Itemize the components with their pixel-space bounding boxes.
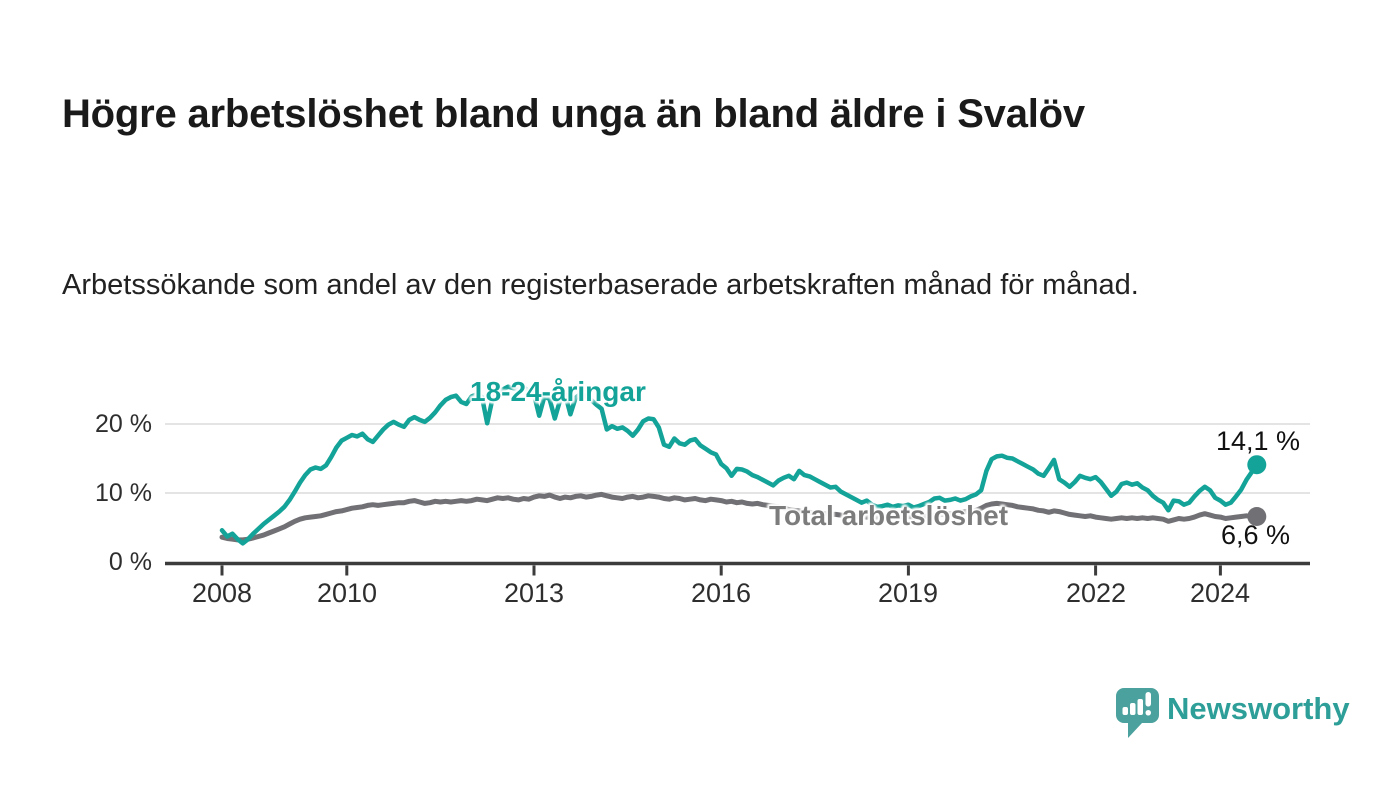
page-title: Högre arbetslöshet bland unga än bland ä… bbox=[62, 91, 1085, 136]
x-axis-tick-2019: 2019 bbox=[877, 578, 939, 608]
series-label-total: Total arbetslöshet bbox=[769, 500, 1009, 531]
x-axis-tick-2022: 2022 bbox=[1065, 578, 1127, 608]
y-axis-tick-10: 10 % bbox=[95, 479, 152, 507]
brand-name: Newsworthy bbox=[1167, 691, 1350, 726]
x-axis-tick-2013: 2013 bbox=[503, 578, 565, 608]
chart-subtitle: Arbetssökande som andel av den registerb… bbox=[62, 269, 1139, 301]
x-axis-tick-2024: 2024 bbox=[1189, 578, 1251, 608]
x-axis-tick-2010: 2010 bbox=[316, 578, 378, 608]
bar-chart-speech-bubble-icon bbox=[1116, 688, 1159, 738]
x-axis-tick-2008: 2008 bbox=[191, 578, 253, 608]
y-axis-tick-20: 20 % bbox=[95, 410, 152, 438]
x-axis-tick-2016: 2016 bbox=[690, 578, 752, 608]
series-label-youth: 18-24-åringar bbox=[470, 376, 646, 407]
newsworthy-logo: Newsworthy bbox=[1114, 686, 1350, 744]
end-value-label-total: 6,6 % bbox=[1220, 520, 1290, 550]
y-axis-tick-0: 0 % bbox=[108, 548, 152, 576]
end-value-label-youth: 14,1 % bbox=[1215, 426, 1300, 456]
